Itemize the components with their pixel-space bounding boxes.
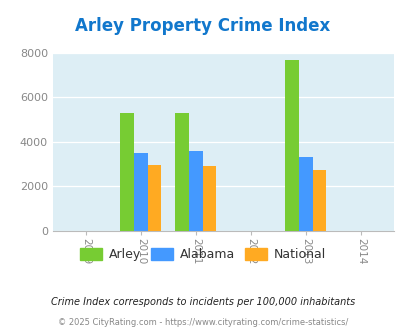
Bar: [175, 113, 188, 231]
Bar: [134, 153, 147, 231]
Bar: [202, 166, 216, 231]
Text: Crime Index corresponds to incidents per 100,000 inhabitants: Crime Index corresponds to incidents per…: [51, 297, 354, 307]
Bar: [298, 157, 312, 231]
Bar: [284, 60, 298, 231]
Legend: Arley, Alabama, National: Arley, Alabama, National: [75, 243, 330, 266]
Bar: [147, 165, 161, 231]
Bar: [120, 113, 134, 231]
Bar: [188, 151, 202, 231]
Bar: [312, 170, 326, 231]
Text: © 2025 CityRating.com - https://www.cityrating.com/crime-statistics/: © 2025 CityRating.com - https://www.city…: [58, 318, 347, 327]
Text: Arley Property Crime Index: Arley Property Crime Index: [75, 17, 330, 35]
